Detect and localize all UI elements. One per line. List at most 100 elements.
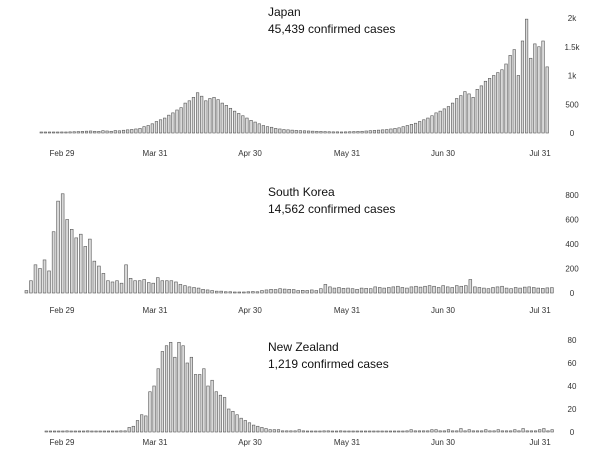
japan-bar [142, 126, 146, 134]
south-korea-bar [42, 259, 47, 294]
new-zealand-bar [82, 430, 86, 433]
new-zealand-bar [471, 430, 475, 433]
japan-bar [233, 110, 237, 134]
new-zealand-bar [140, 414, 144, 433]
south-korea-bar [137, 280, 142, 294]
new-zealand-bar [156, 368, 160, 433]
new-zealand-bar [334, 430, 339, 433]
south-korea-bar [459, 285, 463, 294]
south-korea-bar [532, 287, 536, 294]
japan-bar [216, 99, 220, 134]
south-korea-y-tick-label: 0 [570, 289, 575, 298]
japan-bar [331, 131, 335, 134]
new-zealand-bar [48, 430, 53, 433]
south-korea-bar [464, 285, 468, 294]
new-zealand-bar [392, 430, 397, 433]
japan-bar [286, 129, 290, 134]
japan-bar [175, 109, 179, 134]
new-zealand-bar [222, 397, 227, 433]
japan-bar [109, 130, 113, 134]
south-korea-bar [156, 277, 160, 294]
japan-bar [294, 130, 298, 134]
new-zealand-bar [214, 391, 218, 433]
japan-bar [352, 131, 356, 134]
new-zealand-y-tick-label: 0 [570, 428, 575, 437]
new-zealand-bar [442, 430, 446, 433]
japan-y-tick-label: 1k [568, 72, 577, 81]
new-zealand-bar [268, 429, 272, 433]
japan-bar [89, 130, 93, 134]
japan-bar [302, 130, 307, 134]
japan-bar [504, 63, 508, 134]
new-zealand-x-tick-label: Jun 30 [431, 438, 456, 447]
new-zealand-x-tick-label: Feb 29 [50, 438, 75, 447]
new-zealand-bar [513, 429, 517, 433]
new-zealand-bar [181, 345, 185, 433]
new-zealand-bar [210, 379, 214, 433]
japan-bar [121, 129, 126, 134]
japan-bar [39, 131, 43, 134]
south-korea-bar [477, 287, 482, 294]
japan-x-tick-label: Apr 30 [238, 149, 262, 158]
japan-bar [500, 69, 504, 134]
south-korea-bar [106, 280, 110, 294]
south-korea-bar [450, 287, 454, 294]
south-korea-bar [192, 287, 196, 294]
south-korea-bar [178, 284, 183, 294]
japan-bar [323, 131, 327, 134]
japan-bar [154, 121, 159, 134]
south-korea-bar [237, 291, 242, 294]
japan-bar [545, 66, 549, 134]
south-korea-x-tick-label: Mar 31 [143, 306, 168, 315]
japan-bar [348, 131, 352, 134]
new-zealand-bar [102, 430, 106, 433]
new-zealand-bar [115, 430, 119, 433]
japan-bar [208, 98, 212, 134]
japan-bar [212, 97, 216, 134]
japan-bar [187, 100, 191, 134]
japan-bar [270, 126, 274, 134]
japan-bar [385, 129, 389, 134]
new-zealand-bar [363, 430, 368, 433]
south-korea-bar [541, 288, 545, 294]
south-korea-bar [219, 290, 223, 294]
new-zealand-y-tick-label: 40 [568, 382, 577, 391]
new-zealand-bar [198, 374, 202, 433]
south-korea-bar [518, 287, 522, 294]
new-zealand-bar [285, 430, 289, 433]
japan-bar [179, 107, 183, 134]
new-zealand-bar [239, 417, 243, 433]
new-zealand-bar [252, 424, 256, 433]
new-zealand-bar [206, 385, 210, 433]
south-korea-bar [500, 285, 504, 294]
new-zealand-bar [305, 430, 310, 433]
new-zealand-bar [144, 415, 148, 433]
south-korea-bar [60, 193, 65, 294]
japan-bar [117, 130, 122, 134]
japan-bar [64, 131, 68, 134]
japan-bar [430, 115, 434, 134]
japan-bar [257, 123, 261, 134]
south-korea-bar [224, 291, 228, 294]
south-korea-bar [504, 287, 509, 294]
new-zealand-bar [247, 422, 252, 433]
new-zealand-bar [504, 430, 509, 433]
new-zealand-bar [521, 428, 525, 433]
japan-bar [446, 106, 451, 134]
japan-bar [311, 130, 315, 134]
japan-bar [261, 125, 265, 134]
south-korea-bar [29, 280, 33, 294]
south-korea-bar [427, 285, 432, 294]
new-zealand-bar [293, 430, 297, 433]
south-korea-bar [387, 287, 391, 294]
new-zealand-bar [517, 430, 521, 433]
new-zealand-bar [231, 410, 235, 433]
japan-x-tick-label: Mar 31 [143, 149, 168, 158]
new-zealand-bar [409, 429, 413, 433]
japan-bar [130, 129, 134, 134]
south-korea-bar [323, 284, 328, 294]
japan-bar [471, 97, 475, 134]
new-zealand-bar [202, 368, 206, 433]
japan-x-tick-label: May 31 [334, 149, 361, 158]
japan-bar [298, 130, 302, 134]
